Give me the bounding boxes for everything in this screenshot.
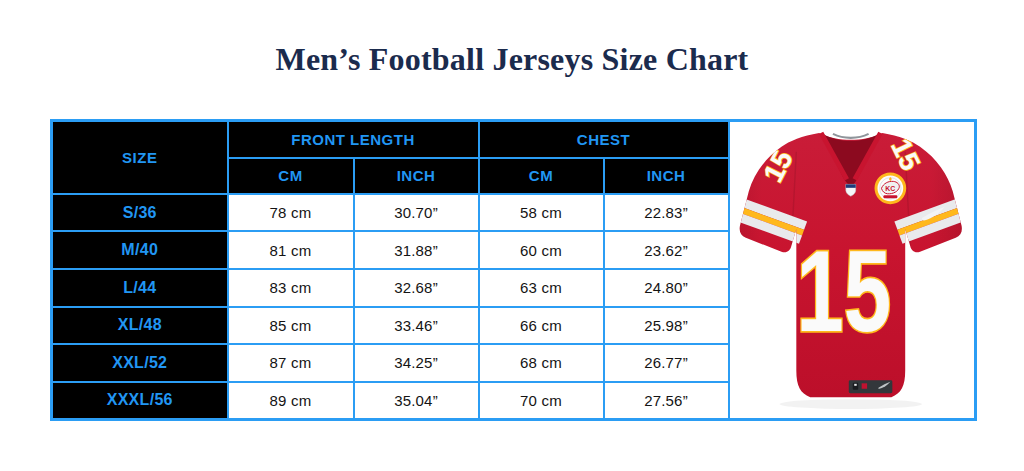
- chest-cm: 58 cm: [479, 194, 604, 232]
- jersey-photo: 15 15 15 KC: [729, 121, 976, 420]
- size-label: L/44: [52, 269, 228, 307]
- size-label: XXXL/56: [52, 382, 228, 420]
- front-length-cm: 81 cm: [228, 231, 354, 269]
- chest-cm: 70 cm: [479, 382, 604, 420]
- subheader-chest-cm: CM: [479, 158, 604, 194]
- chest-cm: 63 cm: [479, 269, 604, 307]
- chest-inch: 24.80”: [604, 269, 729, 307]
- front-length-inch: 35.04”: [354, 382, 479, 420]
- front-length-cm: 78 cm: [228, 194, 354, 232]
- subheader-front-inch: INCH: [354, 158, 479, 194]
- chest-inch: 25.98”: [604, 307, 729, 345]
- chest-cm: 60 cm: [479, 231, 604, 269]
- chest-inch: 27.56”: [604, 382, 729, 420]
- front-length-cm: 89 cm: [228, 382, 354, 420]
- size-chart-table: SIZE FRONT LENGTH CHEST: [50, 119, 977, 421]
- jock-tag: [848, 380, 892, 393]
- chest-cm: 68 cm: [479, 344, 604, 382]
- page-title: Men’s Football Jerseys Size Chart: [0, 41, 1024, 78]
- size-label: M/40: [52, 231, 228, 269]
- header-row-groups: SIZE FRONT LENGTH CHEST: [52, 121, 976, 158]
- size-label: XXL/52: [52, 344, 228, 382]
- front-length-inch: 34.25”: [354, 344, 479, 382]
- front-length-inch: 30.70”: [354, 194, 479, 232]
- column-header-chest: CHEST: [479, 121, 729, 158]
- front-length-inch: 31.88”: [354, 231, 479, 269]
- jersey-illustration: 15 15 15 KC: [730, 122, 975, 418]
- column-header-size: SIZE: [52, 121, 228, 194]
- chest-inch: 26.77”: [604, 344, 729, 382]
- size-label: S/36: [52, 194, 228, 232]
- svg-text:KC: KC: [885, 185, 895, 192]
- front-length-cm: 83 cm: [228, 269, 354, 307]
- front-length-cm: 85 cm: [228, 307, 354, 345]
- subheader-chest-inch: INCH: [604, 158, 729, 194]
- front-length-cm: 87 cm: [228, 344, 354, 382]
- chest-inch: 22.83”: [604, 194, 729, 232]
- chest-number: 15: [796, 227, 891, 355]
- subheader-front-cm: CM: [228, 158, 354, 194]
- size-label: XL/48: [52, 307, 228, 345]
- team-patch-icon: KC: [876, 174, 905, 203]
- jersey-shadow: [779, 399, 922, 409]
- front-length-inch: 32.68”: [354, 269, 479, 307]
- chest-inch: 23.62”: [604, 231, 729, 269]
- column-header-front-length: FRONT LENGTH: [228, 121, 479, 158]
- front-length-inch: 33.46”: [354, 307, 479, 345]
- chest-cm: 66 cm: [479, 307, 604, 345]
